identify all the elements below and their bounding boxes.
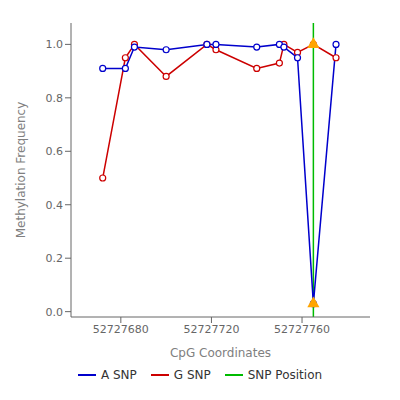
svg-text:CpG Coordinates: CpG Coordinates	[170, 346, 271, 360]
html-text:SNP Position: SNP Position	[247, 368, 323, 382]
svg-text:0.2: 0.2	[46, 252, 64, 265]
svg-text:1.0: 1.0	[46, 38, 64, 51]
html-text:A SNP: A SNP	[100, 368, 137, 382]
svg-text:0.4: 0.4	[46, 199, 64, 212]
svg-text:0.0: 0.0	[46, 306, 64, 319]
svg-text:Methylation Frequency: Methylation Frequency	[14, 102, 28, 239]
svg-text:52727760: 52727760	[274, 323, 330, 336]
svg-text:52727680: 52727680	[93, 323, 149, 336]
svg-text:0.8: 0.8	[46, 92, 64, 105]
html-text:G SNP: G SNP	[173, 368, 211, 382]
svg-text:0.6: 0.6	[46, 145, 64, 158]
svg-text:52727720: 52727720	[183, 323, 239, 336]
